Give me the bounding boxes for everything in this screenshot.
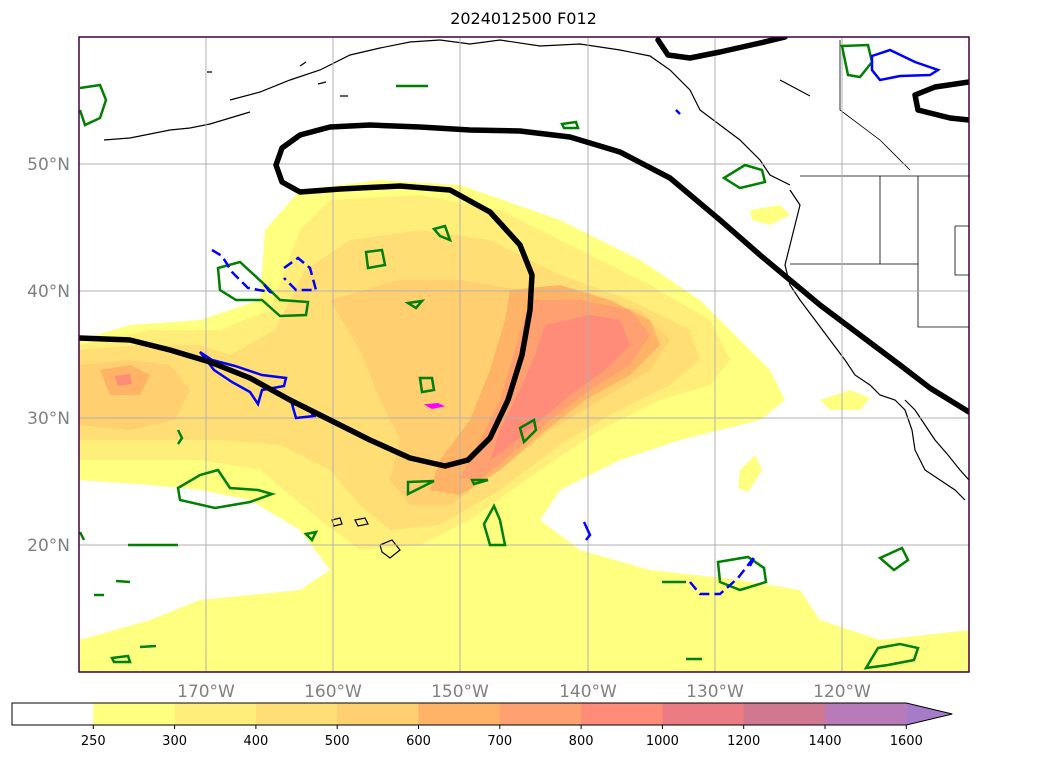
colorbar-segment: [93, 703, 176, 725]
colorbar-tick-label: 250: [81, 734, 106, 749]
height-contour: [79, 37, 969, 469]
lon-label-140w: 140°W: [559, 682, 617, 702]
lat-label-40: 40°N: [27, 282, 70, 302]
lon-label-150w: 150°W: [431, 682, 489, 702]
lat-label-50: 50°N: [27, 155, 70, 175]
colorbar-segment: [499, 703, 582, 725]
map-title: 2024012500 F012: [450, 9, 597, 28]
colorbar-tick-label: 1400: [808, 734, 841, 749]
colorbar-tick-label: 1600: [890, 734, 923, 749]
map-panel: [79, 37, 969, 672]
lon-label-130w: 130°W: [686, 682, 744, 702]
lat-label-30: 30°N: [27, 409, 70, 429]
colorbar: 250 300 400 500 600 700 800 1000 1200 1400 1600: [11, 702, 953, 749]
colorbar-segment: [581, 703, 663, 725]
colorbar-segment: [255, 703, 338, 725]
lon-label-120w: 120°W: [813, 682, 871, 702]
colorbar-tick-label: 700: [487, 734, 512, 749]
colorbar-segment: [174, 703, 257, 725]
colorbar-tick-label: 1200: [727, 734, 760, 749]
colorbar-tick-label: 500: [325, 734, 350, 749]
colorbar-tick-label: 800: [569, 734, 594, 749]
shaded-field: [79, 180, 969, 672]
colorbar-segment: [337, 703, 419, 725]
colorbar-tick-label: 400: [243, 734, 268, 749]
magenta-feature: [423, 402, 446, 410]
colorbar-tick-label: 600: [406, 734, 431, 749]
state-borders: [790, 40, 969, 328]
lon-label-160w: 160°W: [304, 682, 362, 702]
colorbar-tick-label: 300: [162, 734, 187, 749]
colorbar-extend-arrow: [906, 703, 953, 725]
green-contours: [79, 43, 920, 670]
colorbar-segment: [825, 703, 907, 725]
colorbar-segment: [418, 703, 501, 725]
coastlines: [103, 39, 969, 559]
colorbar-outline: [11, 702, 953, 726]
lat-label-20: 20°N: [27, 536, 70, 556]
lon-label-170w: 170°W: [177, 682, 235, 702]
colorbar-tick-label: 1000: [646, 734, 679, 749]
colorbar-segment: [743, 703, 826, 725]
colorbar-segment: [662, 703, 745, 725]
map-border: [78, 36, 970, 673]
colorbar-segment-under: [12, 703, 94, 725]
